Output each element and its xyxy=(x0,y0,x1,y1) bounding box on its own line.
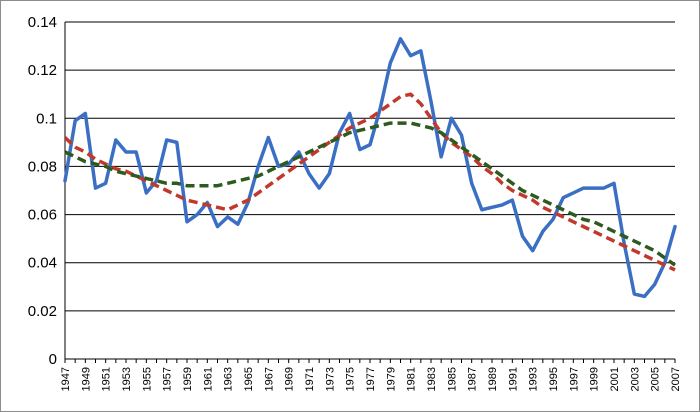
y-tick-label: 0.08 xyxy=(28,158,57,175)
x-tick-label: 1989 xyxy=(487,367,499,391)
x-tick-label: 1999 xyxy=(589,367,601,391)
x-tick-label: 1957 xyxy=(162,367,174,391)
y-tick-label: 0.06 xyxy=(28,207,57,224)
x-tick-label: 1995 xyxy=(548,367,560,391)
x-tick-label: 1947 xyxy=(60,367,72,391)
y-tick-label: 0.04 xyxy=(28,255,57,272)
x-tick-label: 1993 xyxy=(528,367,540,391)
x-tick-label: 1987 xyxy=(467,367,479,391)
series-lines xyxy=(63,37,677,299)
axes xyxy=(64,22,675,360)
y-tick-label: 0.14 xyxy=(28,14,57,31)
x-tick-label: 1967 xyxy=(263,367,275,391)
series-line-3 xyxy=(64,121,677,267)
x-tick-label: 1969 xyxy=(284,367,296,391)
x-tick-label: 2003 xyxy=(629,367,641,391)
x-tick-label: 1971 xyxy=(304,367,316,391)
x-tick-label: 1965 xyxy=(243,367,255,391)
y-tick-label: 0.1 xyxy=(36,110,57,127)
x-tick-label: 1961 xyxy=(202,367,214,391)
x-tick-label: 1973 xyxy=(324,367,336,391)
x-tick-label: 1955 xyxy=(141,367,153,391)
x-tick-label: 1985 xyxy=(446,367,458,391)
x-tick-label: 1949 xyxy=(80,367,92,391)
y-tick-label: 0.02 xyxy=(28,303,57,320)
x-tick-label: 1953 xyxy=(121,367,133,391)
x-tick-label: 2007 xyxy=(670,367,682,391)
series-line-1 xyxy=(63,37,677,299)
series-line-2 xyxy=(63,92,676,272)
y-axis-ticks: 0 0.02 0.04 0.06 0.08 0.1 0.12 0.14 xyxy=(28,14,57,368)
x-tick-label: 1977 xyxy=(365,367,377,391)
x-tick-label: 1975 xyxy=(345,367,357,391)
y-tick-label: 0.12 xyxy=(28,62,57,79)
x-tick-label: 1991 xyxy=(507,367,519,391)
x-tick-label: 2001 xyxy=(609,367,621,391)
x-tick-label: 1997 xyxy=(568,367,580,391)
x-tick-label: 1981 xyxy=(406,367,418,391)
y-tick-label: 0 xyxy=(49,351,57,368)
x-tick-label: 2005 xyxy=(650,367,662,391)
x-axis-ticks: 1947 1949 1951 1953 1955 1957 1959 1961 1963 1965… xyxy=(60,359,682,391)
x-tick-label: 1959 xyxy=(182,367,194,391)
x-tick-label: 1979 xyxy=(385,367,397,391)
x-tick-label: 1983 xyxy=(426,367,438,391)
gridlines xyxy=(65,21,675,312)
x-tick-label: 1963 xyxy=(223,367,235,391)
x-tick-label: 1951 xyxy=(101,367,113,391)
